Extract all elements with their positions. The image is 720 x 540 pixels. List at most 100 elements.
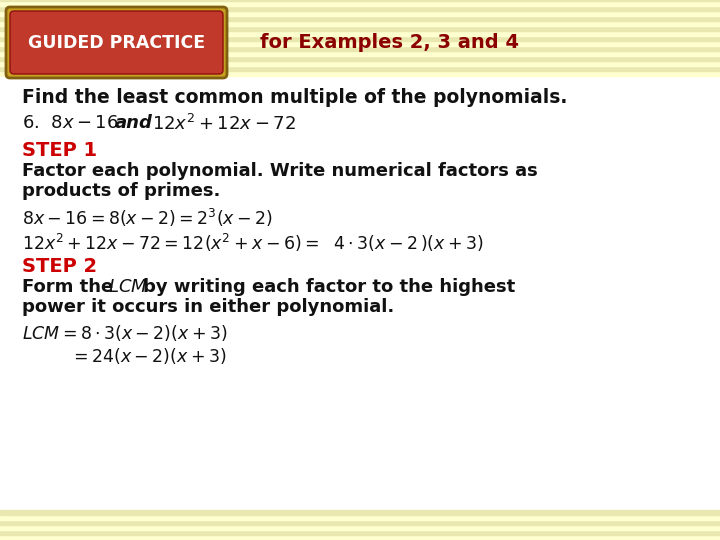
- Bar: [0, 220, 720, 225]
- Bar: [0, 250, 720, 255]
- Bar: [0, 185, 720, 190]
- Bar: [0, 61, 720, 66]
- Bar: [0, 21, 720, 26]
- Bar: [0, 70, 720, 75]
- Bar: [0, 520, 720, 525]
- Bar: [0, 51, 720, 56]
- Bar: [0, 300, 720, 305]
- Bar: [0, 160, 720, 165]
- Bar: [0, 275, 720, 280]
- Bar: [0, 380, 720, 385]
- Bar: [0, 31, 720, 36]
- Bar: [0, 525, 720, 530]
- Bar: [0, 375, 720, 380]
- Bar: [0, 105, 720, 110]
- Bar: [0, 410, 720, 415]
- Bar: [0, 330, 720, 335]
- Bar: [0, 385, 720, 390]
- Bar: [0, 230, 720, 235]
- Bar: [0, 450, 720, 455]
- Bar: [0, 175, 720, 180]
- Bar: [0, 30, 720, 35]
- Text: STEP 2: STEP 2: [22, 257, 97, 276]
- Bar: [0, 60, 720, 65]
- Bar: [0, 490, 720, 495]
- Bar: [0, 120, 720, 125]
- Bar: [0, 75, 720, 512]
- Bar: [0, 530, 720, 535]
- Bar: [0, 255, 720, 260]
- Bar: [0, 320, 720, 325]
- Bar: [0, 515, 720, 520]
- Bar: [0, 130, 720, 135]
- Bar: [0, 360, 720, 365]
- Bar: [0, 390, 720, 395]
- Bar: [0, 505, 720, 510]
- Bar: [0, 170, 720, 175]
- Bar: [0, 36, 720, 41]
- Bar: [0, 460, 720, 465]
- Bar: [0, 0, 720, 5]
- FancyBboxPatch shape: [10, 11, 223, 74]
- Bar: [0, 210, 720, 215]
- Bar: [0, 46, 720, 51]
- Bar: [0, 40, 720, 45]
- Bar: [0, 400, 720, 405]
- Bar: [0, 485, 720, 490]
- Bar: [0, 10, 720, 15]
- Bar: [0, 100, 720, 105]
- Bar: [0, 535, 720, 540]
- Bar: [0, 41, 720, 46]
- Bar: [0, 455, 720, 460]
- Text: Factor each polynomial. Write numerical factors as: Factor each polynomial. Write numerical …: [22, 162, 538, 180]
- Bar: [0, 240, 720, 245]
- Bar: [0, 135, 720, 140]
- Text: for Examples 2, 3 and 4: for Examples 2, 3 and 4: [260, 33, 519, 52]
- Bar: [0, 56, 720, 61]
- Bar: [0, 65, 720, 70]
- Bar: [0, 310, 720, 315]
- Bar: [0, 180, 720, 185]
- Bar: [0, 225, 720, 230]
- Bar: [0, 510, 720, 515]
- Bar: [0, 16, 720, 21]
- Text: STEP 1: STEP 1: [22, 141, 97, 160]
- Bar: [0, 155, 720, 160]
- Bar: [0, 35, 720, 40]
- Bar: [0, 140, 720, 145]
- Bar: [0, 115, 720, 120]
- Text: 6.  $8x - 16$: 6. $8x - 16$: [22, 114, 119, 132]
- Bar: [0, 66, 720, 71]
- Bar: [0, 235, 720, 240]
- Bar: [0, 15, 720, 20]
- Bar: [0, 85, 720, 90]
- Bar: [0, 525, 720, 530]
- Bar: [0, 195, 720, 200]
- Text: Form the: Form the: [22, 278, 120, 296]
- Text: $\mathit{LCM} = 8 \cdot 3(x - 2)(x + 3)$: $\mathit{LCM} = 8 \cdot 3(x - 2)(x + 3)$: [22, 323, 228, 343]
- Bar: [0, 495, 720, 500]
- Text: and: and: [115, 114, 153, 132]
- Bar: [0, 535, 720, 540]
- Text: GUIDED PRACTICE: GUIDED PRACTICE: [28, 33, 205, 51]
- Bar: [0, 515, 720, 520]
- Text: $12x^2 + 12x - 72 = 12(x^2 + x - 6) = \ \ 4 \cdot 3(x - 2\,)(x + 3)$: $12x^2 + 12x - 72 = 12(x^2 + x - 6) = \ …: [22, 232, 484, 254]
- Bar: [0, 45, 720, 50]
- Bar: [0, 290, 720, 295]
- Bar: [0, 295, 720, 300]
- Bar: [0, 25, 720, 30]
- Bar: [0, 510, 720, 515]
- Bar: [0, 26, 720, 31]
- Bar: [0, 340, 720, 345]
- Bar: [0, 80, 720, 85]
- Bar: [0, 20, 720, 25]
- Bar: [0, 430, 720, 435]
- Bar: [0, 125, 720, 130]
- Text: products of primes.: products of primes.: [22, 182, 220, 200]
- Bar: [0, 480, 720, 485]
- Bar: [0, 325, 720, 330]
- Bar: [0, 315, 720, 320]
- Bar: [0, 355, 720, 360]
- Bar: [0, 530, 720, 535]
- Bar: [0, 245, 720, 250]
